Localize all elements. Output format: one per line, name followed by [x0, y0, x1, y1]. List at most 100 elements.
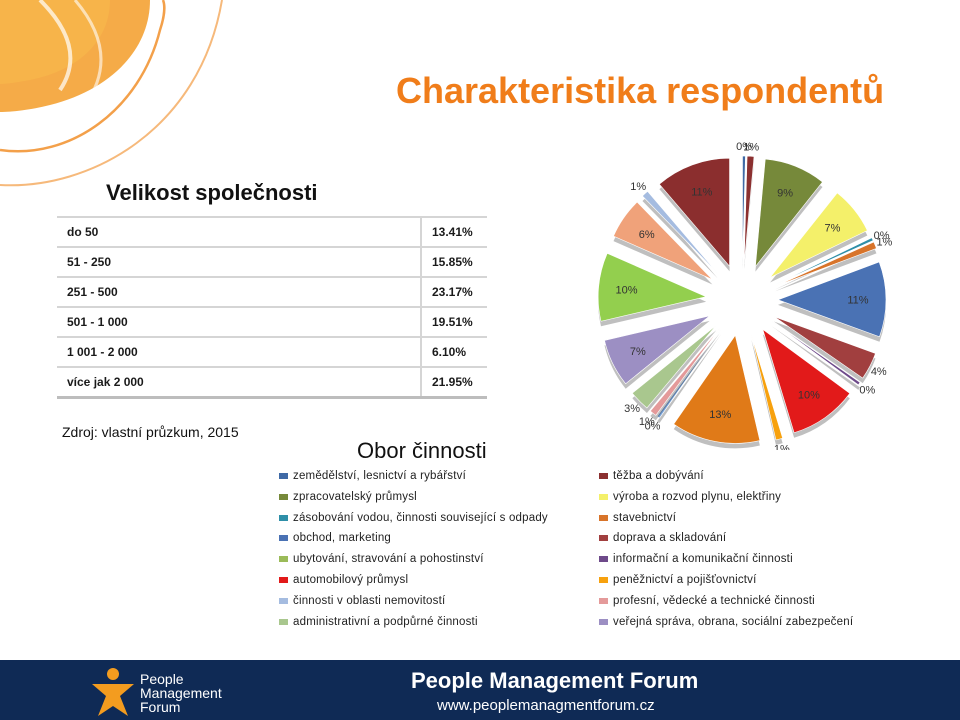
- pie-slice: [613, 201, 713, 280]
- pie-slice: [751, 334, 784, 441]
- size-label: 51 - 250: [57, 247, 421, 278]
- legend-item: profesní, vědecké a technické činnosti: [599, 595, 815, 607]
- legend-label: těžba a dobývání: [613, 470, 704, 482]
- legend-label: ubytování, stravování a pohostinství: [293, 553, 484, 566]
- size-label: do 50: [57, 216, 421, 248]
- pie-data-label: 1%: [743, 141, 759, 153]
- legend-label: zemědělství, lesnictví a rybářství: [293, 470, 466, 482]
- pie-data-label: 10%: [616, 284, 638, 296]
- company-size-table: do 50 13.41% 51 - 250 15.85% 251 - 500 23.1…: [57, 216, 487, 399]
- footer-bar: [0, 660, 960, 720]
- footer-logo-text: People Management Forum: [140, 672, 222, 714]
- pie-data-label: 10%: [798, 390, 820, 402]
- pie-data-label: 13%: [709, 409, 731, 421]
- logo-line: Management: [140, 685, 222, 701]
- pie-slice: [597, 252, 708, 322]
- pie-slice: [604, 315, 710, 385]
- pmf-logo-icon: [92, 668, 134, 716]
- footer-url[interactable]: www.peoplemanagmentforum.cz: [437, 697, 655, 714]
- pie-slice: [656, 329, 722, 419]
- legend-label: výroba a rozvod plynu, elektřiny: [613, 490, 782, 503]
- legend-swatch: [279, 493, 288, 500]
- size-label: 501 - 1 000: [57, 307, 421, 338]
- pie-slice: [742, 155, 746, 265]
- legend-label: veřejná správa, obrana, sociální zabezpe…: [613, 615, 854, 628]
- legend-item: zemědělství, lesnictví a rybářství: [279, 470, 466, 482]
- pie-data-label: 1%: [630, 181, 646, 193]
- legend-item: výroba a rozvod plynu, elektřiny: [599, 491, 781, 503]
- table-row: více jak 2 000 21.95%: [57, 367, 487, 399]
- pie-data-label: 0%: [859, 384, 875, 396]
- legend-item: informační a komunikační činnosti: [599, 553, 793, 565]
- legend-label: informační a komunikační činnosti: [613, 553, 793, 566]
- legend-label: peněžnictví a pojišťovnictví: [613, 574, 757, 586]
- legend-swatch: [279, 597, 288, 604]
- pie-slice-shadow: [657, 334, 722, 424]
- legend-item: ubytování, stravování a pohostinství: [279, 553, 484, 565]
- pie-data-label: 7%: [630, 346, 646, 358]
- industry-legend: zemědělství, lesnictví a rybářství zpraco…: [279, 470, 919, 638]
- legend-item: obchod, marketing: [279, 532, 391, 544]
- legend-item: těžba a dobývání: [599, 470, 704, 482]
- legend-swatch: [279, 556, 288, 563]
- legend-item: doprava a skladování: [599, 532, 726, 544]
- legend-label: automobilový průmysl: [293, 574, 409, 586]
- pie-data-label: 0%: [736, 141, 752, 153]
- pie-data-label: 0%: [645, 420, 661, 432]
- legend-label: doprava a skladování: [613, 532, 727, 545]
- footer-org-name: People Management Forum: [411, 668, 699, 693]
- pie-slice: [673, 334, 761, 444]
- pie-slice: [631, 324, 717, 409]
- pie-data-label: 1%: [639, 416, 655, 428]
- legend-label: zpracovatelský průmysl: [293, 490, 417, 503]
- legend-swatch: [279, 473, 288, 479]
- table-row: 251 - 500 23.17%: [57, 277, 487, 308]
- size-value: 13.41%: [420, 216, 487, 248]
- legend-label: administrativní a podpůrné činnosti: [293, 615, 478, 628]
- legend-item: zásobování vodou, činnosti související s…: [279, 512, 548, 524]
- legend-swatch: [599, 514, 608, 521]
- size-value: 23.17%: [420, 277, 487, 308]
- pie-slice: [775, 241, 877, 287]
- pie-data-label: 3%: [624, 403, 640, 415]
- pie-slice: [658, 157, 730, 268]
- table-row: 501 - 1 000 19.51%: [57, 307, 487, 338]
- pie-data-label: 7%: [825, 223, 841, 235]
- source-note: Zdroj: vlastní průzkum, 2015: [62, 424, 239, 440]
- pie-slice: [762, 328, 851, 434]
- size-label: více jak 2 000: [57, 367, 421, 399]
- size-label: 1 001 - 2 000: [57, 337, 421, 368]
- page-title: Charakteristika respondentů: [396, 70, 885, 111]
- pie-data-label: 0%: [874, 230, 890, 242]
- pie-data-label: 1%: [876, 236, 892, 248]
- legend-item: činnosti v oblasti nemovitostí: [279, 595, 445, 607]
- legend-item: zpracovatelský průmysl: [279, 491, 417, 503]
- pie-slice: [773, 316, 876, 379]
- pie-slice: [771, 320, 861, 386]
- pie-slice: [774, 237, 874, 286]
- logo-line: Forum: [140, 699, 181, 715]
- size-value: 6.10%: [420, 337, 487, 368]
- logo-line: People: [140, 671, 184, 687]
- legend-item: administrativní a podpůrné činnosti: [279, 616, 478, 628]
- legend-item: peněžnictví a pojišťovnictví: [599, 574, 757, 586]
- legend-swatch: [599, 535, 608, 542]
- industry-pie-chart: 0%1%9%7%0%1%11%4%0%10%1%13%0%1%3%7%10%6%…: [597, 141, 893, 450]
- size-value: 15.85%: [420, 247, 487, 278]
- size-label: 251 - 500: [57, 277, 421, 308]
- legend-item: automobilový průmysl: [279, 574, 408, 586]
- pie-slice: [649, 328, 721, 416]
- pie-data-label: 11%: [847, 294, 868, 306]
- legend-label: profesní, vědecké a technické činnosti: [613, 594, 815, 607]
- legend-label: činnosti v oblasti nemovitostí: [293, 594, 446, 607]
- pie-slice: [642, 190, 718, 274]
- legend-swatch: [599, 597, 608, 604]
- pie-data-label: 4%: [871, 366, 887, 378]
- pie-slice: [754, 158, 823, 268]
- table-row: do 50 13.41%: [57, 216, 487, 248]
- legend-swatch: [599, 556, 608, 563]
- company-size-heading: Velikost společnosti: [106, 180, 318, 205]
- legend-swatch: [279, 577, 288, 583]
- size-value: 19.51%: [420, 307, 487, 338]
- legend-swatch: [599, 577, 608, 583]
